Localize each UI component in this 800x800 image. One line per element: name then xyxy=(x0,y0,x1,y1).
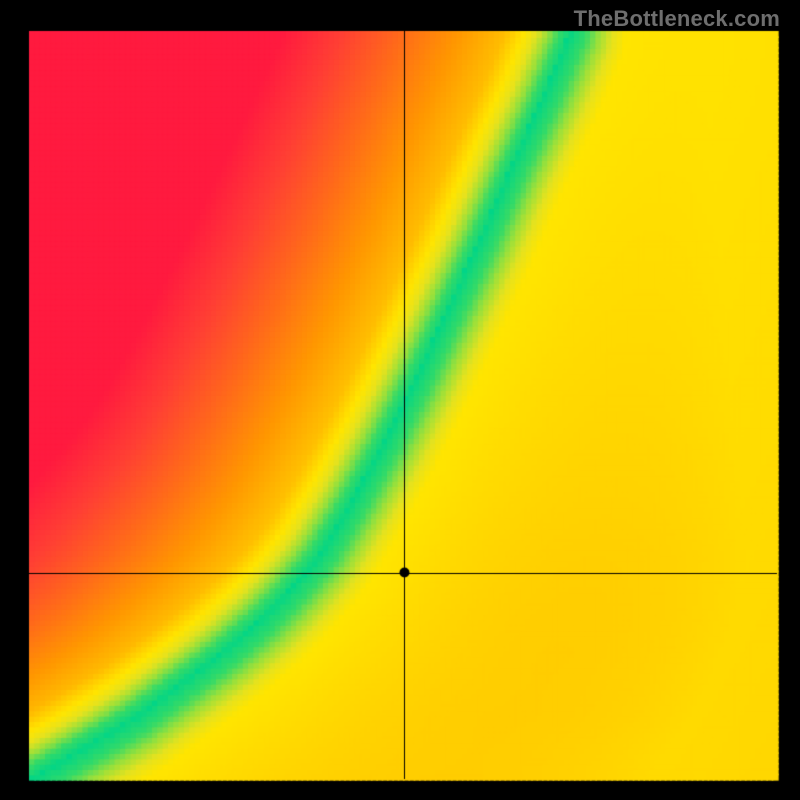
heatmap-canvas xyxy=(0,0,800,800)
chart-container: TheBottleneck.com xyxy=(0,0,800,800)
watermark-text: TheBottleneck.com xyxy=(574,6,780,32)
